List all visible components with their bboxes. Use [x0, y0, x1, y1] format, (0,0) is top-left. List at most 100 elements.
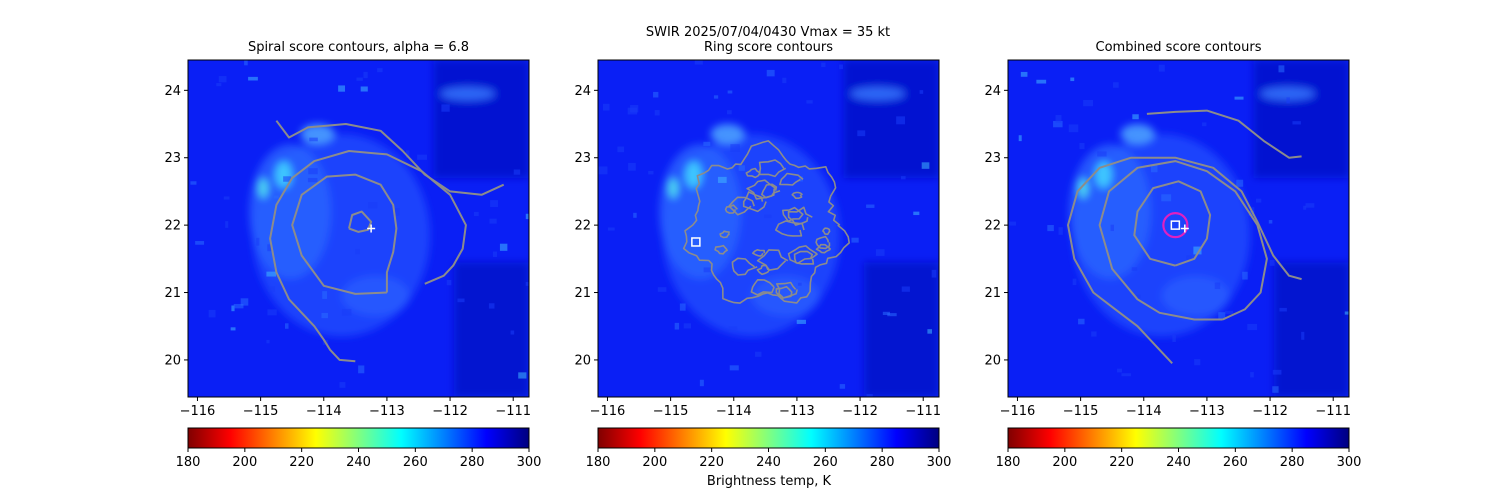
- x-tick-label: −111: [1315, 404, 1351, 419]
- cloud-specks: [598, 60, 939, 397]
- x-tick-label: −113: [1189, 404, 1225, 419]
- cloud-speck: [499, 243, 508, 251]
- panel-title: Combined score contours: [1096, 40, 1262, 55]
- cloud-mass: [249, 144, 332, 280]
- cloud-speck: [1214, 282, 1221, 290]
- cloud-speck: [1278, 65, 1285, 73]
- cloud-field: [659, 60, 939, 397]
- y-tick-label: 20: [164, 353, 181, 368]
- cold-region: [1253, 60, 1349, 178]
- cloud-speck: [1091, 331, 1097, 337]
- colorbar-tick-label: 180: [176, 455, 201, 470]
- ring-contour: [745, 167, 761, 179]
- cloud-speck: [1202, 122, 1207, 127]
- cloud-speck: [405, 150, 410, 158]
- cloud-speck: [1113, 82, 1119, 88]
- cloud-speck: [230, 327, 236, 331]
- cloud-speck: [339, 382, 346, 388]
- y-tick-label: 20: [984, 353, 1001, 368]
- colorbar-tick-label: 280: [870, 455, 895, 470]
- cloud-speck: [308, 168, 318, 175]
- cloud-speck: [896, 116, 906, 125]
- cloud-speck: [208, 309, 216, 318]
- ring-contour: [728, 196, 755, 216]
- ring-contour: [731, 257, 758, 276]
- cloud-speck: [322, 291, 328, 299]
- y-tick-label: 21: [164, 286, 181, 301]
- center-circle-marker: [1162, 212, 1189, 239]
- cloud-speck: [1269, 259, 1275, 266]
- cloud-mass: [341, 275, 410, 317]
- y-tick-label: 20: [574, 353, 591, 368]
- cloud-speck: [799, 176, 803, 182]
- x-tick-label: −111: [495, 404, 531, 419]
- cloud-cell: [1120, 124, 1155, 145]
- cloud-speck: [1055, 115, 1062, 123]
- panel-title: Spiral score contours, alpha = 6.8: [248, 40, 469, 55]
- ring-contour: [750, 279, 775, 296]
- cloud-speck: [796, 319, 806, 324]
- satellite-image: [1008, 60, 1349, 397]
- cloud-speck: [730, 144, 740, 152]
- cloud-speck: [358, 365, 365, 374]
- x-tick-label: −116: [590, 404, 626, 419]
- x-tick-label: −116: [180, 404, 216, 419]
- cloud-speck: [1072, 278, 1077, 286]
- cloud-speck: [679, 303, 686, 311]
- cloud-speck: [607, 227, 615, 231]
- contour-inner: [291, 173, 398, 295]
- ring-contour: [815, 243, 832, 254]
- y-axis: 20 21 22 23 24: [984, 84, 1008, 368]
- colorbar-tick-label: 280: [1280, 455, 1305, 470]
- cloud-speck: [1135, 294, 1141, 299]
- cloud-speck: [368, 202, 378, 209]
- cloud-speck: [782, 77, 787, 84]
- y-axis: 20 21 22 23 24: [164, 84, 188, 368]
- cloud-speck: [1131, 267, 1138, 271]
- contours: [1067, 109, 1302, 364]
- contour-mid: [1098, 160, 1268, 321]
- colorbar-tick-label: 220: [289, 455, 314, 470]
- cloud-speck: [927, 329, 933, 334]
- cloud-speck: [1161, 194, 1172, 202]
- cloud-cell: [710, 124, 745, 145]
- cloud-speck: [887, 313, 897, 317]
- cloud-speck: [1068, 124, 1079, 133]
- y-tick-label: 24: [164, 84, 181, 99]
- cloud-speck: [1236, 179, 1244, 187]
- ring-contour: [791, 191, 804, 199]
- cloud-speck: [797, 282, 802, 286]
- cloud-speck: [273, 195, 279, 199]
- cloud-speck: [1255, 198, 1262, 203]
- y-tick-label: 22: [984, 219, 1001, 234]
- ring-contour: [775, 220, 805, 237]
- cloud-speck: [225, 221, 229, 228]
- colorbar-tick-label: 300: [517, 455, 542, 470]
- x-tick-label: −114: [1126, 404, 1162, 419]
- cloud-speck: [1020, 71, 1028, 77]
- cloud-speck: [1121, 373, 1131, 377]
- cloud-speck: [1079, 142, 1085, 150]
- warm-cell: [667, 177, 679, 199]
- panel-title: Ring score contours: [704, 40, 833, 55]
- colorbar-1: 180 200 220 240 260 280 300: [176, 427, 542, 470]
- cloud-speck: [1018, 135, 1022, 142]
- cloud-speck: [1301, 331, 1305, 340]
- y-tick-label: 24: [984, 84, 1001, 99]
- colorbar-tick-label: 200: [1052, 455, 1077, 470]
- cloud-speck: [764, 214, 772, 219]
- x-tick-label: −112: [842, 404, 878, 419]
- ring-contour: [724, 204, 738, 214]
- ring-contour: [714, 244, 729, 255]
- cloud-speck: [518, 372, 527, 379]
- y-tick-label: 23: [164, 151, 181, 166]
- cloud-speck: [195, 241, 205, 245]
- cloud-speck: [489, 218, 497, 224]
- cloud-field: [249, 60, 529, 397]
- satellite-image: [188, 60, 529, 397]
- cloud-speck: [231, 305, 235, 312]
- cloud-speck: [1272, 369, 1282, 375]
- cloud-speck: [417, 154, 428, 160]
- colorbar-tick-label: 260: [813, 455, 838, 470]
- ring-contour: [758, 159, 787, 178]
